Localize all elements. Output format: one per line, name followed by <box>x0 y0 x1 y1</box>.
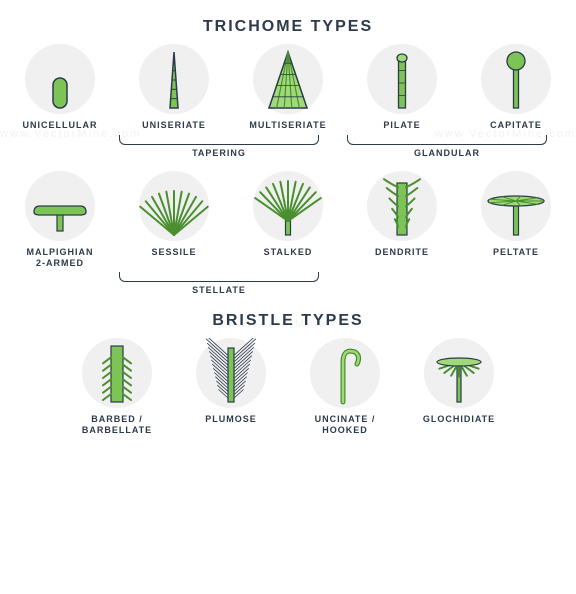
diagram-cell-multiseriate: MULTISERIATE <box>240 44 336 131</box>
barbed-icon <box>82 338 152 408</box>
peltate-icon <box>481 171 551 241</box>
diagram-cell-malpighian: MALPIGHIAN 2-ARMED <box>12 171 108 269</box>
unicellular-icon <box>25 44 95 114</box>
bracket-row-2: STELLATE <box>0 272 552 298</box>
bracket-tapering: TAPERING <box>119 135 319 158</box>
trichome-row-1: UNICELLULAR UNISERIATE MULTISERIATE PILATE C… <box>0 44 576 131</box>
diagram-cell-uncinate: UNCINATE / HOOKED <box>297 338 393 436</box>
label-uncinate: UNCINATE / HOOKED <box>315 414 376 436</box>
bracket-label: STELLATE <box>192 285 246 295</box>
glochidiate-icon <box>424 338 494 408</box>
label-capitate: CAPITATE <box>490 120 542 131</box>
label-barbed: BARBED / BARBELLATE <box>82 414 152 436</box>
diagram-cell-capitate: CAPITATE <box>468 44 564 131</box>
label-pilate: PILATE <box>383 120 420 131</box>
diagram-cell-plumose: PLUMOSE <box>183 338 279 436</box>
diagram-cell-peltate: PELTATE <box>468 171 564 269</box>
bracket-stellate: STELLATE <box>119 272 319 295</box>
capitate-icon <box>481 44 551 114</box>
diagram-cell-unicellular: UNICELLULAR <box>12 44 108 131</box>
diagram-cell-glochidiate: GLOCHIDIATE <box>411 338 507 436</box>
section-title-bristle: BRISTLE TYPES <box>0 312 576 330</box>
uncinate-icon <box>310 338 380 408</box>
bristle-row: BARBED / BARBELLATE PLUMOSE UNCINATE / HOO… <box>0 338 576 436</box>
label-multiseriate: MULTISERIATE <box>249 120 326 131</box>
label-stalked: STALKED <box>264 247 313 258</box>
bracket-glandular: GLANDULAR <box>347 135 547 158</box>
label-dendrite: DENDRITE <box>375 247 429 258</box>
diagram-cell-stalked: STALKED <box>240 171 336 269</box>
bracket-row-1: TAPERING GLANDULAR <box>0 135 552 161</box>
diagram-cell-dendrite: DENDRITE <box>354 171 450 269</box>
diagram-cell-barbed: BARBED / BARBELLATE <box>69 338 165 436</box>
bracket-label: GLANDULAR <box>414 148 480 158</box>
label-peltate: PELTATE <box>493 247 539 258</box>
section-title-trichome: TRICHOME TYPES <box>0 18 576 36</box>
label-sessile: SESSILE <box>151 247 196 258</box>
multiseriate-icon <box>253 44 323 114</box>
uniseriate-icon <box>139 44 209 114</box>
dendrite-icon <box>367 171 437 241</box>
bracket-label: TAPERING <box>192 148 246 158</box>
stalked-icon <box>253 171 323 241</box>
malpighian-icon <box>25 171 95 241</box>
label-malpighian: MALPIGHIAN 2-ARMED <box>27 247 94 269</box>
pilate-icon <box>367 44 437 114</box>
sessile-icon <box>139 171 209 241</box>
label-uniseriate: UNISERIATE <box>142 120 206 131</box>
diagram-cell-uniseriate: UNISERIATE <box>126 44 222 131</box>
diagram-cell-sessile: SESSILE <box>126 171 222 269</box>
label-unicellular: UNICELLULAR <box>23 120 98 131</box>
plumose-icon <box>196 338 266 408</box>
diagram-cell-pilate: PILATE <box>354 44 450 131</box>
trichome-row-2: MALPIGHIAN 2-ARMED SESSILE STALKED DENDRITE… <box>0 171 576 269</box>
label-plumose: PLUMOSE <box>205 414 257 425</box>
label-glochidiate: GLOCHIDIATE <box>423 414 495 425</box>
